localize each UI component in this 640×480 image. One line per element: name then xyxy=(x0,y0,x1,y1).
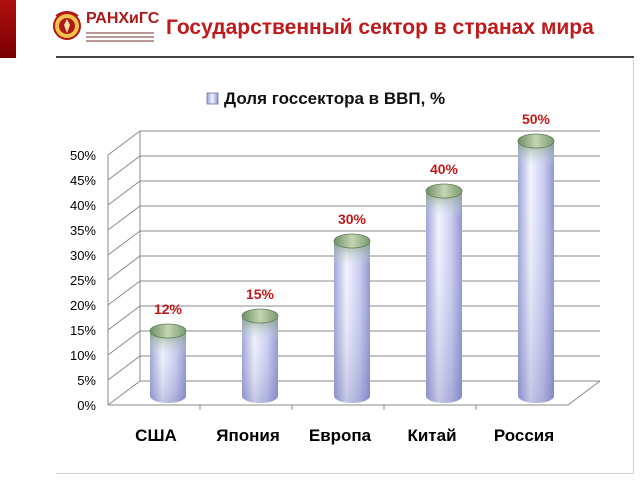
gridline-side xyxy=(107,355,141,381)
gridline-side xyxy=(107,155,141,181)
data-label: 15% xyxy=(246,286,275,302)
slide-header: РАНХиГС Государственный сектор в странах… xyxy=(46,0,640,58)
legend-swatch xyxy=(206,92,219,105)
y-tick-label: 20% xyxy=(70,298,96,313)
x-category-label: Китай xyxy=(407,426,456,445)
bar-top xyxy=(149,323,187,339)
data-label: 50% xyxy=(522,111,551,127)
x-category-label: Россия xyxy=(494,426,554,445)
bar-shade xyxy=(518,141,554,403)
bar-top xyxy=(333,233,371,249)
bar-shade xyxy=(334,241,370,403)
bar xyxy=(333,233,371,403)
y-tick-label: 40% xyxy=(70,198,96,213)
y-tick-label: 25% xyxy=(70,273,96,288)
ranepa-logo: РАНХиГС xyxy=(52,8,162,50)
bar-top xyxy=(517,133,555,149)
y-tick-label: 0% xyxy=(77,398,96,413)
logo-text: РАНХиГС xyxy=(86,10,160,27)
legend-label: Доля госсектора в ВВП, % xyxy=(224,89,445,108)
page-border-bottom xyxy=(56,473,634,474)
y-tick-label: 30% xyxy=(70,248,96,263)
bar-shade xyxy=(426,191,462,403)
gridline-side xyxy=(107,255,141,281)
gridline-side xyxy=(107,230,141,256)
bars-layer xyxy=(149,133,555,403)
gridline-side xyxy=(107,305,141,331)
gridline-side xyxy=(107,205,141,231)
y-tick-label: 50% xyxy=(70,148,96,163)
x-category-label: Япония xyxy=(216,426,280,445)
gridline-side xyxy=(107,180,141,206)
y-tick-label: 10% xyxy=(70,348,96,363)
y-tick-label: 15% xyxy=(70,323,96,338)
gridline-side xyxy=(107,280,141,306)
legend: Доля госсектора в ВВП, % xyxy=(206,89,445,108)
x-category-label: Европа xyxy=(309,426,372,445)
gridline-side xyxy=(107,330,141,356)
emblem-icon xyxy=(53,11,81,40)
bar xyxy=(149,323,187,403)
labels-layer: 12% США 15% Япония 30% Европа 40% Китай 50% Росси… xyxy=(135,111,554,445)
header-accent-stripe xyxy=(0,0,16,58)
bar-top xyxy=(241,308,279,324)
page-border-right xyxy=(633,60,634,474)
gridline-side xyxy=(107,130,141,156)
data-label: 40% xyxy=(430,161,459,177)
bar-top xyxy=(425,183,463,199)
bar xyxy=(517,133,555,403)
bar xyxy=(425,183,463,403)
y-tick-label: 5% xyxy=(77,373,96,388)
logo-subline xyxy=(86,36,154,38)
bar xyxy=(241,308,279,403)
x-category-label: США xyxy=(135,426,177,445)
data-label: 30% xyxy=(338,211,367,227)
header-divider xyxy=(56,56,634,58)
logo-subline xyxy=(86,40,154,42)
y-tick-label: 35% xyxy=(70,223,96,238)
axis-layer: 0% 5% 10% 15% 20% 25% 30% 35% 40% 45% 50% xyxy=(70,148,601,413)
logo-subline xyxy=(86,32,154,34)
y-tick-label: 45% xyxy=(70,173,96,188)
floor-right-edge xyxy=(567,380,601,406)
gridline-side xyxy=(107,380,141,406)
slide-title: Государственный сектор в странах мира xyxy=(166,16,594,39)
data-label: 12% xyxy=(154,301,183,317)
